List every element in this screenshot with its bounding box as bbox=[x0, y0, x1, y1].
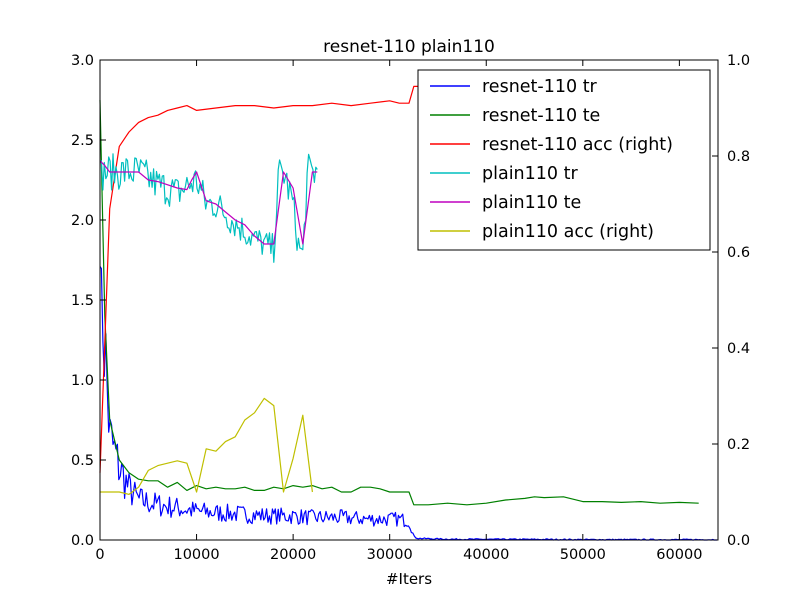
x-tick-label: 30000 bbox=[367, 547, 413, 563]
y-tick-label: 3.0 bbox=[71, 53, 94, 69]
x-axis-label: #Iters bbox=[386, 570, 432, 588]
x-tick-label: 10000 bbox=[173, 547, 219, 563]
y-right-tick-label: 0.0 bbox=[727, 533, 750, 549]
x-tick-label: 0 bbox=[95, 547, 104, 563]
series-line-5 bbox=[99, 160, 318, 245]
x-tick-label: 50000 bbox=[560, 547, 606, 563]
legend-label-4: plain110 tr bbox=[482, 164, 578, 184]
x-tick-label: 40000 bbox=[463, 547, 509, 563]
legend-label-1: resnet-110 tr bbox=[482, 77, 598, 97]
y-right-tick-label: 0.8 bbox=[727, 149, 750, 165]
x-tick-label: 60000 bbox=[656, 547, 702, 563]
y-right-tick-label: 0.4 bbox=[727, 341, 750, 357]
legend-label-3: resnet-110 acc (right) bbox=[482, 135, 673, 155]
y-tick-label: 0.0 bbox=[71, 533, 94, 549]
legend-box bbox=[417, 69, 711, 251]
y-tick-label: 0.5 bbox=[71, 453, 94, 469]
y-tick-label: 2.0 bbox=[71, 213, 94, 229]
chart-title: resnet-110 plain110 bbox=[323, 37, 495, 57]
legend-label-6: plain110 acc (right) bbox=[482, 222, 654, 242]
legend-label-2: resnet-110 te bbox=[482, 106, 600, 126]
y-right-tick-label: 1.0 bbox=[727, 53, 750, 69]
y-tick-label: 1.5 bbox=[71, 293, 94, 309]
series-line-6 bbox=[100, 397, 313, 495]
x-tick-label: 20000 bbox=[270, 547, 316, 563]
y-right-tick-label: 0.6 bbox=[727, 245, 750, 261]
series-line-2 bbox=[99, 99, 699, 506]
legend: resnet-110 tr resnet-110 te resnet-110 acc… bbox=[417, 69, 711, 251]
y-tick-label: 2.5 bbox=[71, 133, 94, 149]
legend-label-5: plain110 te bbox=[482, 193, 581, 213]
y-tick-label: 1.0 bbox=[71, 373, 94, 389]
y-right-tick-label: 0.2 bbox=[727, 437, 750, 453]
ticks-layer: 0 10000 20000 30000 40000 50000 60000 0.0 0.5 1.0… bbox=[71, 53, 750, 563]
